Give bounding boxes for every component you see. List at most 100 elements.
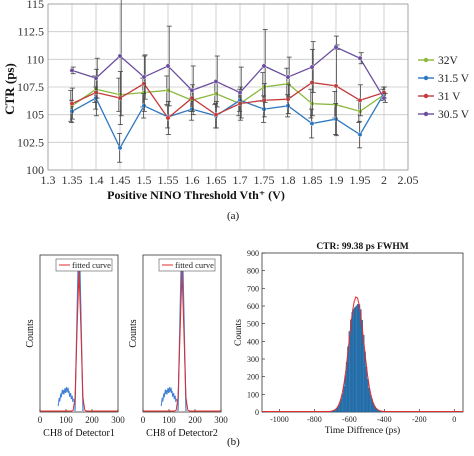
chart-b-x-tick: 300 — [111, 415, 125, 425]
chart-detector1-spectrum: 0 100 200 300 fitted curve CH8 of Detector1 Co… — [25, 254, 125, 439]
chart-c-title: CTR: 99.38 ps FWHM — [316, 242, 408, 252]
chart-a-point — [381, 95, 387, 101]
chart-a-point — [117, 53, 123, 59]
chart-a-y-tick: 107.5 — [17, 80, 44, 94]
chart-c-x-tick: -400 — [377, 415, 392, 424]
chart-b-legend-box — [158, 258, 216, 272]
chart-c-x-tick: -800 — [307, 415, 322, 424]
chart-b-noise-spectrum — [57, 387, 75, 407]
chart-a-point — [189, 87, 195, 93]
chart-c-histogram-bar — [366, 378, 369, 413]
chart-a-point — [309, 64, 315, 70]
chart-c-histogram-bar — [355, 305, 358, 413]
chart-c-histogram-bar — [352, 308, 355, 413]
chart-c-histogram-bar — [357, 304, 359, 413]
chart-c-x-tick: -600 — [342, 415, 357, 424]
chart-c-y-tick: 400 — [247, 337, 259, 346]
chart-a-y-tick: 105 — [26, 108, 44, 122]
chart-c-histogram-bar — [358, 304, 361, 413]
chart-c-y-tick: 700 — [247, 284, 259, 293]
chart-c-histogram-bar — [351, 312, 354, 413]
chart-c-y-tick: 600 — [247, 302, 259, 311]
chart-detector2-spectrum: 0 100 200 300 fitted curve CH8 of Detector2 Co… — [128, 254, 228, 439]
chart-a-series-line — [71, 81, 385, 119]
chart-a-y-axis-label: CTR (ps) — [2, 63, 17, 115]
chart-a-point — [69, 68, 75, 73]
chart-a-series-line — [71, 82, 385, 113]
chart-a-x-tick: 1.35 — [62, 173, 83, 187]
chart-a-x-tick: 1.3 — [41, 173, 56, 187]
chart-b-x-tick: 300 — [214, 415, 228, 425]
chart-c-histogram-bar — [359, 309, 362, 413]
chart-c-y-tick: 0 — [255, 408, 259, 417]
chart-a-x-tick: 1.85 — [302, 173, 323, 187]
chart-a-plot-border — [47, 3, 409, 171]
chart-a-x-tick: 2 — [381, 173, 387, 187]
chart-b-x-tick: 100 — [162, 415, 176, 425]
chart-a-series-line — [71, 93, 385, 150]
chart-b-y-axis-label: Counts — [128, 319, 139, 347]
chart-a-y-tick: 100 — [26, 163, 44, 177]
chart-a-legend: 32V 31.5 V 31 V 30.5 V — [418, 55, 470, 121]
chart-time-difference-histogram: 0 100 200 300 400 500 600 700 800 900 -1000 -800 -60… — [234, 242, 464, 436]
chart-a-point — [357, 132, 363, 137]
chart-a-point — [285, 96, 291, 102]
chart-a-x-tick: 1.55 — [158, 173, 179, 187]
chart-a-x-tick: 2.05 — [398, 173, 419, 187]
chart-a-point — [261, 63, 267, 69]
chart-b-x-tick: 200 — [188, 415, 202, 425]
chart-c-histogram-bar — [331, 411, 334, 413]
chart-b-x-tick: 100 — [59, 415, 73, 425]
chart-a-y-tick: 112.5 — [17, 25, 44, 39]
chart-a-point — [309, 121, 315, 126]
chart-c-histogram-bar — [341, 393, 344, 413]
chart-a-legend-label: 30.5 V — [438, 109, 470, 121]
chart-c-histogram-bar — [340, 398, 342, 413]
chart-a-x-tick: 1.95 — [350, 173, 371, 187]
chart-a-point — [333, 83, 339, 89]
chart-c-x-tick: -1000 — [270, 415, 289, 424]
chart-b-x-tick: 0 — [141, 415, 146, 425]
chart-a-point — [165, 115, 171, 121]
chart-a-series — [68, 0, 388, 163]
chart-b-legend-label: fitted curve — [72, 260, 111, 270]
chart-c-fitted-curve — [262, 296, 463, 412]
chart-a-legend-marker — [423, 111, 429, 117]
chart-ctr-vs-threshold: 100 102.5 105 107.5 110 112.5 115 1.3 1.35 1.4 1.4… — [2, 0, 470, 202]
chart-a-point — [357, 55, 363, 61]
chart-a-point — [357, 97, 363, 103]
chart-b-legend-label: fitted curve — [175, 260, 214, 270]
chart-a-legend-label: 31 V — [438, 91, 461, 103]
chart-b-x-axis-label: CH8 of Detector2 — [146, 428, 218, 439]
chart-b-x-tick: 200 — [85, 415, 99, 425]
chart-c-y-tick: 200 — [247, 373, 259, 382]
chart-a-point — [213, 112, 219, 118]
chart-a-x-tick: 1.65 — [206, 173, 227, 187]
chart-a-legend-marker — [423, 93, 429, 99]
chart-a-legend-marker — [423, 75, 429, 81]
chart-c-histogram-bar — [343, 386, 345, 413]
chart-b-y-axis-label: Counts — [25, 319, 36, 347]
chart-a-x-tick: 1.6 — [185, 173, 200, 187]
chart-a-y-tick: 110 — [26, 52, 44, 66]
chart-a-series-line — [71, 46, 385, 99]
chart-b-legend-box — [55, 258, 113, 272]
chart-a-point — [213, 79, 219, 84]
chart-a-x-tick: 1.75 — [254, 173, 275, 187]
chart-a-x-axis-label: Positive NINO Threshold Vth⁺ (V) — [107, 188, 285, 202]
chart-b-x-axis-label: CH8 of Detector1 — [43, 428, 115, 439]
chart-c-y-tick: 300 — [247, 355, 259, 364]
chart-a-legend-label: 32V — [438, 55, 459, 67]
chart-c-histogram-bar — [379, 411, 382, 413]
chart-a-point — [117, 145, 123, 151]
chart-a-x-tick: 1.5 — [137, 173, 152, 187]
chart-c-y-axis-label: Counts — [234, 319, 244, 346]
chart-a-axes: 100 102.5 105 107.5 110 112.5 115 1.3 1.35 1.4 1.4… — [17, 0, 419, 187]
chart-c-y-tick: 900 — [247, 249, 259, 258]
chart-a-point — [285, 74, 291, 80]
chart-a-x-tick: 1.4 — [89, 173, 104, 187]
chart-a-x-tick: 1.7 — [233, 173, 248, 187]
chart-a-x-tick: 1.45 — [110, 173, 131, 187]
chart-a-y-tick: 115 — [26, 0, 44, 11]
